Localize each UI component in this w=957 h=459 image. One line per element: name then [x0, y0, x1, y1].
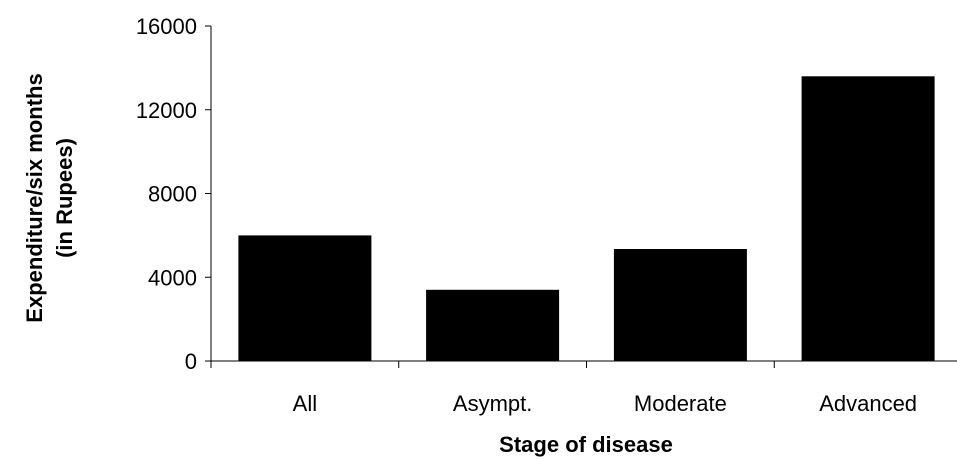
x-axis: All Asympt. Moderate Advanced — [210, 360, 957, 416]
x-tick-label: Asympt. — [453, 391, 532, 416]
y-tick-label: 16000 — [136, 14, 197, 39]
y-tick-label: 8000 — [148, 182, 197, 207]
x-axis-title: Stage of disease — [499, 432, 673, 457]
x-tick-label: All — [293, 391, 317, 416]
bar-asympt — [426, 289, 560, 361]
x-tick-label: Moderate — [634, 391, 727, 416]
bars-group — [238, 76, 935, 362]
x-tick-label: Advanced — [819, 391, 917, 416]
y-axis-title-line-1: Expenditure/six months — [22, 73, 47, 322]
y-tick-label: 4000 — [148, 265, 197, 290]
y-tick-label: 0 — [185, 349, 197, 374]
y-axis-title: Expenditure/six months (in Rupees) — [22, 73, 77, 322]
y-tick-label: 12000 — [136, 98, 197, 123]
bar-moderate — [613, 249, 747, 361]
y-axis: 0 4000 8000 12000 16000 — [136, 14, 212, 374]
bar-advanced — [801, 76, 935, 362]
y-axis-title-line-2: (in Rupees) — [52, 138, 77, 258]
bar-all — [238, 235, 372, 361]
